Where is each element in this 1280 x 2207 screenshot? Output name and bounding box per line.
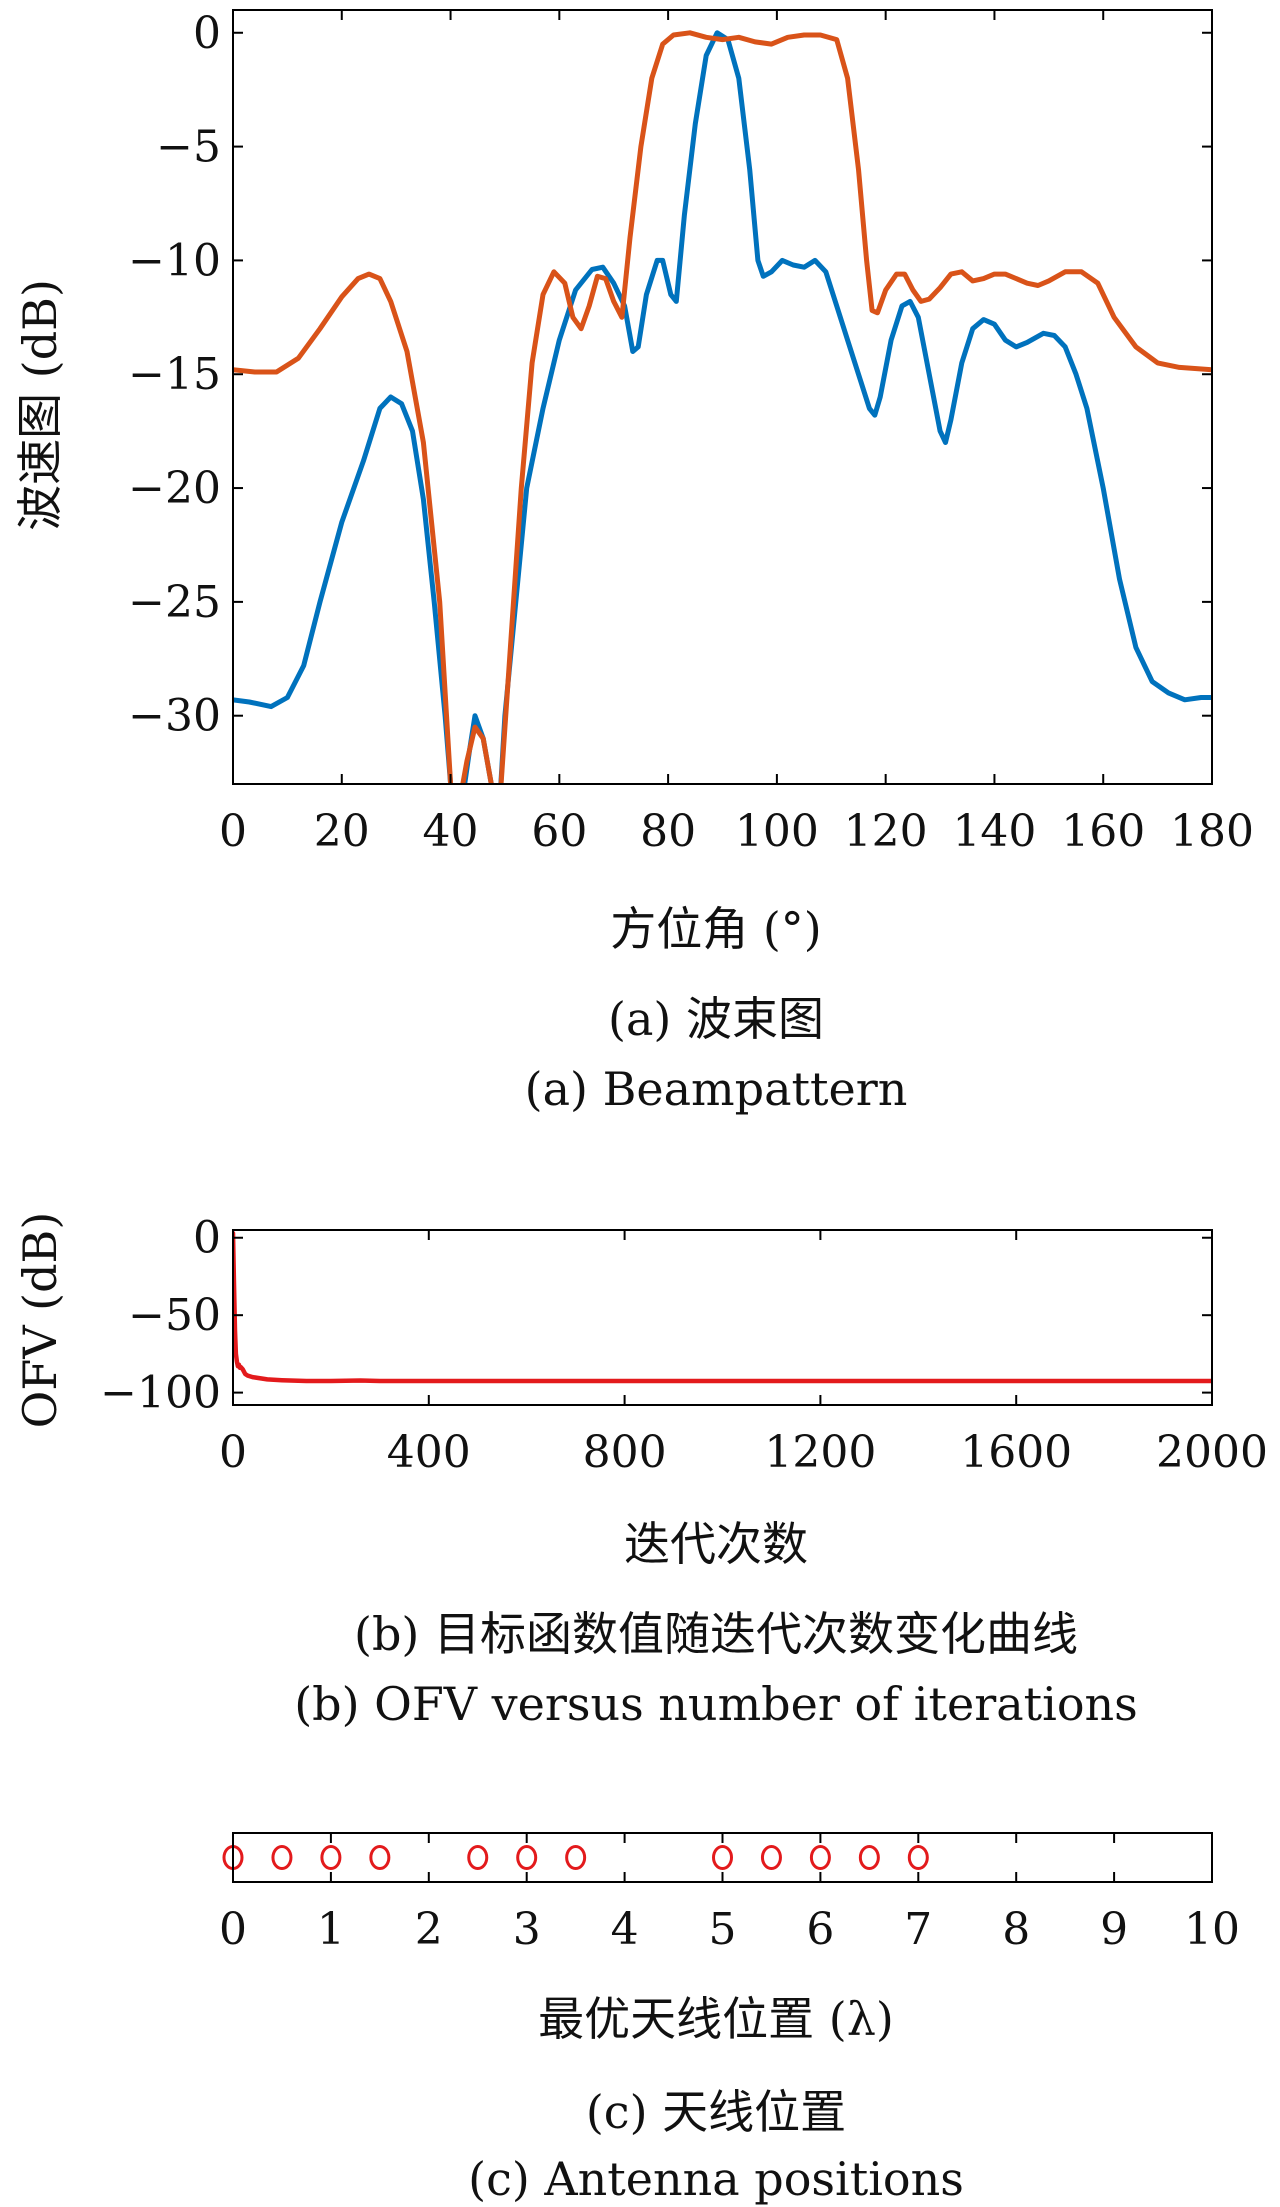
antenna-marker: [907, 1845, 929, 1870]
antenna-plot-area: [222, 1832, 1213, 1883]
ofv-panel: 0 400 800 1200 1600 2000 0 −50 −100 迭代次数 OFV (d…: [13, 1212, 1268, 1731]
ofv-y-ticks: 0 −50 −100: [100, 1213, 221, 1419]
beampattern-plot-area: [232, 9, 1213, 785]
x-tick-label: 8: [1002, 1904, 1030, 1955]
y-tick-label: −25: [128, 577, 221, 628]
y-tick-label: 0: [193, 8, 221, 59]
caption-c-english: (c) Antenna positions: [468, 2152, 964, 2206]
x-tick-label: 5: [709, 1904, 737, 1955]
caption-b-chinese: (b) 目标函数值随迭代次数变化曲线: [354, 1607, 1078, 1661]
ofv-y-axis-label: OFV (dB): [13, 1212, 67, 1429]
y-tick-label: 0: [193, 1213, 221, 1264]
x-tick-label: 160: [1061, 806, 1145, 857]
x-tick-label: 10: [1184, 1904, 1240, 1955]
x-tick-label: 0: [219, 806, 247, 857]
antenna-marker: [809, 1845, 831, 1870]
x-tick-label: 3: [513, 1904, 541, 1955]
antenna-panel: 0 1 2 3 4 5 6 7 8 9 10 最优天线位置 (λ) (c) 天线位置 (c) Ant…: [219, 1832, 1240, 2206]
antenna-marker: [565, 1845, 587, 1870]
x-tick-label: 20: [314, 806, 370, 857]
beampattern-y-axis-label: 波速图 (dB): [13, 279, 67, 531]
x-tick-label: 140: [952, 806, 1036, 857]
x-tick-label: 0: [219, 1904, 247, 1955]
y-tick-label: −20: [128, 463, 221, 514]
antenna-marker: [858, 1845, 880, 1870]
x-tick-label: 1600: [960, 1427, 1072, 1478]
x-tick-label: 40: [423, 806, 479, 857]
x-tick-label: 800: [583, 1427, 667, 1478]
y-tick-label: −100: [100, 1368, 221, 1419]
axes-box: [232, 9, 1213, 785]
caption-c-chinese: (c) 天线位置: [586, 2085, 846, 2139]
x-tick-label: 1200: [764, 1427, 876, 1478]
ofv-series-1: [233, 1230, 1212, 1384]
caption-a-chinese: (a) 波束图: [608, 992, 824, 1046]
antenna-marker: [516, 1845, 538, 1870]
y-tick-label: −30: [128, 691, 221, 742]
beampattern-series-2: [233, 30, 1212, 784]
ofv-plot-area: [232, 1229, 1213, 1406]
antenna-marker: [320, 1845, 342, 1870]
beampattern-x-axis-label: 方位角 (°): [610, 902, 822, 956]
y-tick-label: −5: [156, 122, 221, 173]
x-tick-label: 80: [640, 806, 696, 857]
x-tick-label: 1: [317, 1904, 345, 1955]
x-tick-label: 9: [1100, 1904, 1128, 1955]
beampattern-x-ticks: 0 20 40 60 80 100 120 140 160 180: [219, 806, 1254, 857]
x-tick-label: 2000: [1156, 1427, 1268, 1478]
x-tick-label: 180: [1170, 806, 1254, 857]
x-tick-label: 2: [415, 1904, 443, 1955]
caption-a-english: (a) Beampattern: [525, 1062, 908, 1116]
caption-b-english: (b) OFV versus number of iterations: [294, 1677, 1138, 1731]
y-tick-label: −15: [128, 349, 221, 400]
axes-box: [232, 1229, 1213, 1406]
antenna-x-ticks: 0 1 2 3 4 5 6 7 8 9 10: [219, 1904, 1240, 1955]
beampattern-y-ticks: 0 −5 −10 −15 −20 −25 −30: [128, 8, 221, 742]
antenna-x-axis-label: 最优天线位置 (λ): [538, 1992, 894, 2046]
x-tick-label: 100: [735, 806, 819, 857]
antenna-marker: [467, 1845, 489, 1870]
beampattern-series-1: [233, 30, 1212, 784]
y-tick-label: −50: [128, 1290, 221, 1341]
x-tick-label: 120: [844, 806, 928, 857]
antenna-marker: [712, 1845, 733, 1870]
antenna-marker: [271, 1845, 293, 1870]
x-tick-label: 60: [531, 806, 587, 857]
ofv-x-ticks: 0 400 800 1200 1600 2000: [219, 1427, 1268, 1478]
x-tick-label: 400: [387, 1427, 471, 1478]
x-tick-label: 4: [611, 1904, 639, 1955]
x-tick-label: 6: [806, 1904, 834, 1955]
ofv-x-axis-label: 迭代次数: [624, 1517, 808, 1571]
y-tick-label: −10: [128, 235, 221, 286]
x-tick-label: 0: [219, 1427, 247, 1478]
antenna-marker: [760, 1845, 782, 1870]
x-tick-label: 7: [904, 1904, 932, 1955]
antenna-marker: [369, 1845, 391, 1870]
beampattern-panel: 0 20 40 60 80 100 120 140 160 180 0 −5 −10 −15 −20 −25…: [13, 8, 1254, 1116]
